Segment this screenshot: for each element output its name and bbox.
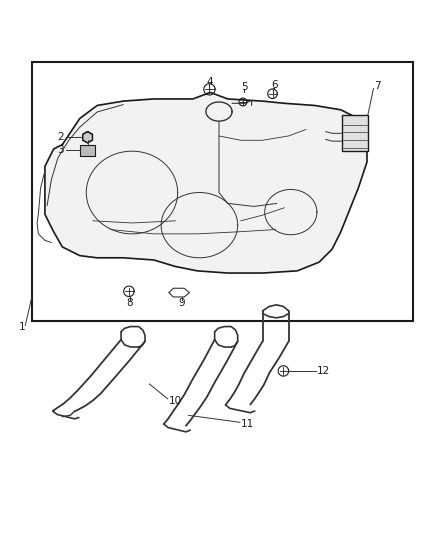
Text: 8: 8 (127, 298, 133, 309)
Text: 4: 4 (206, 77, 213, 87)
Text: 9: 9 (179, 298, 185, 309)
Bar (80, 145, 95, 156)
Text: 10: 10 (169, 395, 182, 406)
Text: 12: 12 (317, 366, 330, 376)
Text: 11: 11 (240, 419, 254, 429)
Polygon shape (83, 132, 92, 143)
Text: 5: 5 (241, 82, 247, 92)
Text: 7: 7 (374, 82, 380, 91)
Text: 3: 3 (57, 145, 64, 155)
Text: 6: 6 (272, 80, 278, 91)
Bar (342, 116, 368, 151)
Bar (32, 62, 413, 321)
Polygon shape (45, 92, 367, 273)
Text: 2: 2 (57, 132, 64, 142)
Text: 1: 1 (19, 322, 25, 333)
